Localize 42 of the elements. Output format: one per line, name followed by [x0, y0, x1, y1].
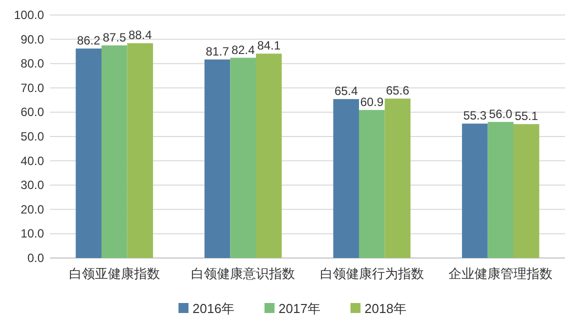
bar [384, 98, 410, 258]
bar [359, 110, 385, 258]
data-label: 84.1 [257, 38, 281, 53]
y-tick-label: 0.0 [27, 251, 44, 265]
x-tick-label: 白领亚健康指数 [68, 266, 160, 281]
bar [462, 124, 488, 258]
y-tick-label: 100.0 [14, 8, 44, 22]
data-label: 82.4 [231, 42, 256, 57]
bar [127, 43, 153, 258]
y-tick-label: 70.0 [20, 80, 44, 95]
x-tick-label: 企业健康管理指数 [448, 266, 553, 281]
bar [204, 59, 230, 258]
data-label: 88.4 [128, 28, 152, 42]
y-tick-label: 90.0 [20, 32, 44, 46]
legend-label: 2017年 [278, 301, 320, 316]
bar [230, 58, 256, 258]
y-tick-label: 60.0 [20, 105, 44, 120]
bar [76, 48, 102, 258]
y-tick-label: 50.0 [20, 130, 44, 144]
data-label: 55.3 [463, 108, 487, 123]
data-label: 65.6 [386, 84, 410, 98]
bar [256, 54, 282, 258]
data-label: 87.5 [102, 30, 126, 44]
y-tick-label: 20.0 [20, 202, 44, 216]
data-label: 65.4 [334, 84, 358, 98]
bar [514, 124, 540, 258]
data-label: 55.1 [514, 109, 538, 124]
data-label: 86.2 [76, 34, 101, 48]
data-label: 60.9 [360, 95, 384, 110]
y-tick-label: 80.0 [20, 56, 44, 71]
y-tick-label: 30.0 [20, 178, 44, 192]
x-tick-label: 白领健康行为指数 [320, 266, 424, 281]
bar [488, 122, 514, 258]
legend-label: 2016年 [192, 301, 234, 316]
bar [333, 99, 359, 258]
x-tick-label: 白领健康意识指数 [191, 266, 296, 281]
y-tick-label: 40.0 [20, 154, 44, 168]
data-label: 81.7 [206, 44, 230, 58]
bar [102, 45, 128, 258]
legend-label: 2018年 [364, 301, 406, 316]
data-label: 56.0 [488, 106, 513, 121]
y-tick-label: 10.0 [20, 226, 44, 241]
